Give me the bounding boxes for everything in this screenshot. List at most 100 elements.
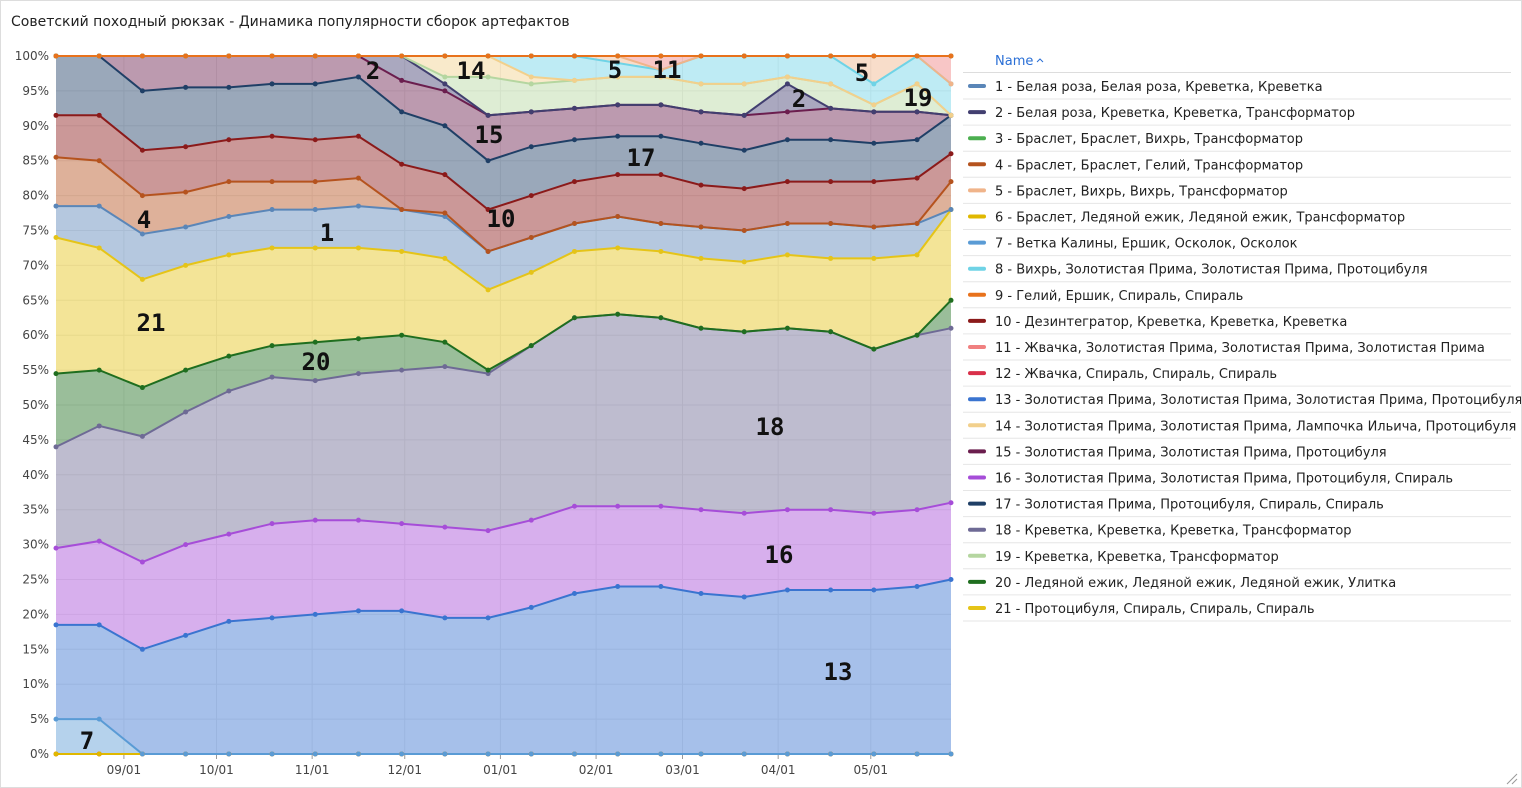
point — [355, 203, 361, 209]
point — [355, 517, 361, 523]
area — [56, 502, 951, 650]
point — [698, 81, 704, 87]
point — [442, 214, 448, 220]
point — [528, 343, 534, 349]
point — [399, 161, 405, 167]
chart-title: Советский походный рюкзак - Динамика поп… — [11, 14, 570, 30]
point — [226, 618, 232, 624]
point — [571, 53, 577, 59]
point — [571, 221, 577, 227]
point — [442, 255, 448, 261]
point — [226, 84, 232, 90]
point — [615, 214, 621, 220]
point — [183, 144, 189, 150]
point — [355, 751, 361, 757]
point — [312, 81, 318, 87]
point — [571, 179, 577, 185]
point — [948, 577, 954, 582]
point — [948, 112, 954, 118]
annotation: 7 — [80, 727, 94, 755]
annotation: 21 — [137, 309, 166, 337]
point — [226, 214, 232, 220]
point — [442, 210, 448, 216]
point — [698, 109, 704, 115]
point — [828, 179, 834, 185]
annotation: 19 — [904, 84, 933, 112]
annotation: 14 — [457, 57, 486, 85]
point — [615, 245, 621, 251]
point — [399, 608, 405, 614]
point — [269, 133, 275, 139]
area — [56, 56, 951, 116]
legend-header[interactable]: Name — [995, 54, 1033, 69]
point — [355, 336, 361, 342]
point — [269, 179, 275, 185]
resize-handle — [1506, 773, 1518, 785]
dots — [53, 53, 954, 757]
point — [571, 105, 577, 111]
point — [312, 137, 318, 143]
point — [528, 109, 534, 115]
point — [442, 123, 448, 129]
point — [96, 622, 102, 628]
sort-icon — [1036, 58, 1044, 63]
y-tick-label: 55% — [22, 363, 49, 377]
point — [914, 81, 920, 87]
point — [226, 531, 232, 537]
y-tick-label: 20% — [22, 607, 49, 621]
point — [53, 545, 59, 551]
point — [828, 137, 834, 143]
point — [226, 751, 232, 757]
point — [615, 74, 621, 80]
point — [571, 77, 577, 83]
point — [139, 193, 145, 199]
line — [56, 578, 952, 651]
point — [442, 339, 448, 345]
point — [571, 503, 577, 509]
y-tick-label: 30% — [22, 538, 49, 552]
point — [269, 751, 275, 757]
point — [96, 751, 102, 757]
y-tick-label: 50% — [22, 398, 49, 412]
point — [312, 207, 318, 213]
point — [528, 53, 534, 59]
area — [56, 206, 951, 290]
point — [399, 751, 405, 757]
y-tick-label: 75% — [22, 224, 49, 238]
line — [56, 718, 951, 755]
y-tick-label: 35% — [22, 503, 49, 517]
point — [914, 175, 920, 181]
point — [948, 325, 954, 331]
point — [226, 53, 232, 59]
point — [914, 252, 920, 258]
annotation: 18 — [756, 413, 785, 441]
area — [56, 300, 951, 447]
y-tick-label: 85% — [22, 154, 49, 168]
x-tick-label: 09/01 — [107, 763, 142, 777]
point — [741, 594, 747, 600]
point — [948, 751, 954, 757]
y-tick-label: 65% — [22, 293, 49, 307]
point — [828, 221, 834, 227]
point — [355, 371, 361, 377]
point — [442, 364, 448, 370]
point — [399, 109, 405, 115]
point — [784, 74, 790, 80]
point — [139, 276, 145, 282]
point — [871, 255, 877, 261]
point — [53, 622, 59, 628]
y-tick-label: 70% — [22, 258, 49, 272]
y-tick-label: 25% — [22, 573, 49, 587]
legend-label: 12 - Жвачка, Спираль, Спираль, Спираль — [995, 367, 1277, 382]
point — [96, 367, 102, 373]
point — [948, 151, 954, 157]
point — [615, 583, 621, 589]
point — [485, 53, 491, 59]
point — [528, 193, 534, 199]
line — [56, 55, 952, 162]
point — [784, 507, 790, 513]
point — [312, 751, 318, 757]
point — [312, 245, 318, 251]
point — [698, 140, 704, 146]
y-tick-label: 80% — [22, 189, 49, 203]
